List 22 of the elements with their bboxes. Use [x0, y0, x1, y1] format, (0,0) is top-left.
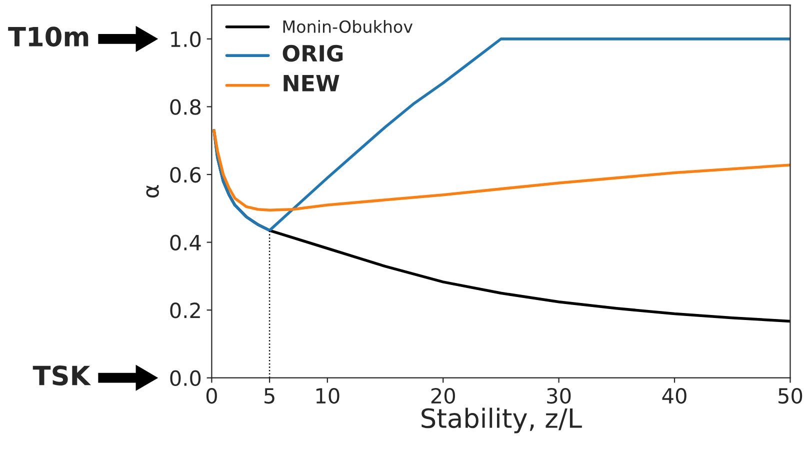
- text: T10m: [8, 26, 88, 47]
- y-tick-label: 0.0: [170, 370, 201, 386]
- line-series: [212, 38, 790, 232]
- y-tick-label: 0.6: [170, 166, 201, 183]
- x-tick-label: 50: [778, 388, 802, 404]
- x-axis-title: Stability, z/L: [422, 408, 582, 434]
- x-tick-label: 20: [431, 388, 455, 404]
- legend-label: NEW: [284, 75, 340, 92]
- text: TSK: [32, 366, 92, 386]
- legend-label: ORIG: [282, 44, 343, 62]
- x-tick-label: 40: [662, 388, 686, 404]
- x-tick-label: 0: [206, 388, 217, 404]
- y-axis-title: α: [146, 185, 159, 198]
- x-tick-label: 5: [264, 388, 274, 404]
- y-tick-label: 0.4: [170, 234, 201, 250]
- line-series: [212, 129, 790, 212]
- x-tick-label: 10: [316, 388, 340, 404]
- y-tick-label: 0.2: [170, 302, 200, 318]
- x-tick-label: 30: [547, 388, 571, 404]
- y-tick-label: 0.8: [170, 99, 201, 115]
- y-tick-label: 1.0: [171, 31, 201, 48]
- legend-label: Monin-Obukhov: [283, 20, 413, 33]
